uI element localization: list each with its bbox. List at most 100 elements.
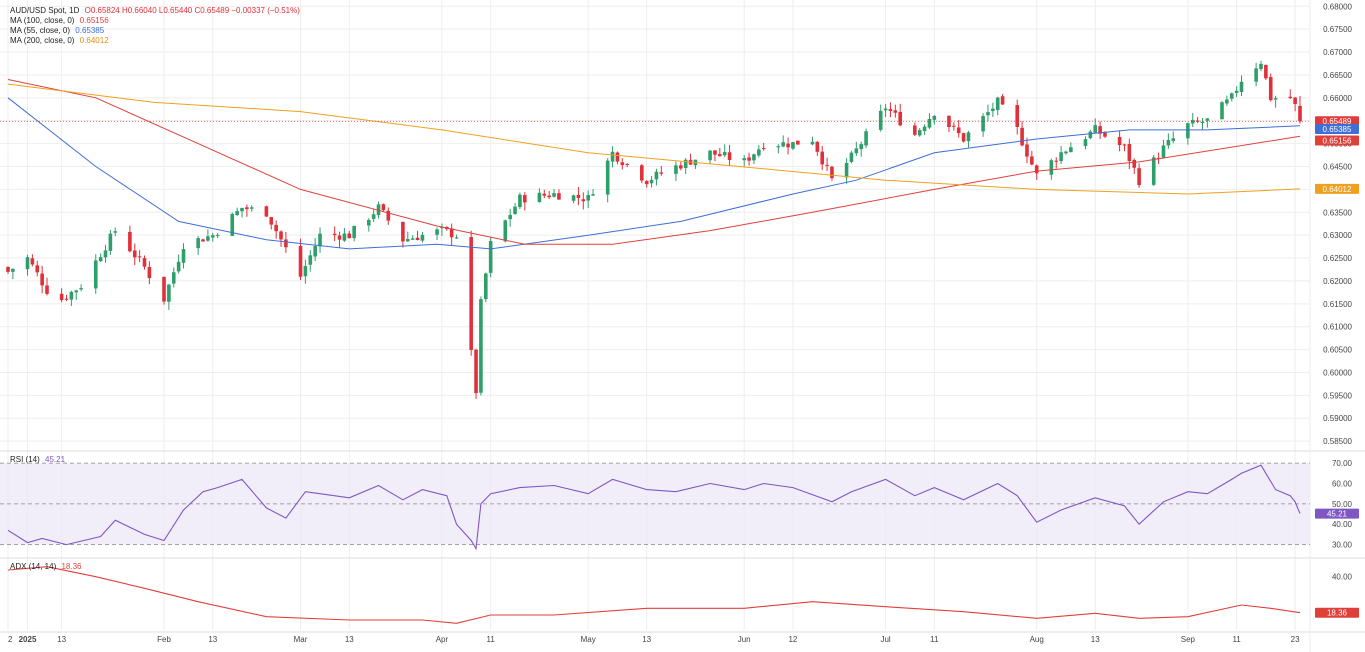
legend-ma55: MA (55, close, 0) 0.65385 xyxy=(10,26,104,36)
candle-body xyxy=(1268,77,1273,101)
candle-body xyxy=(830,166,834,179)
ma55-line xyxy=(7,97,1301,250)
candle-body xyxy=(279,231,283,240)
legend-ma100-label: MA (100, close, 0) xyxy=(10,16,75,25)
candle-body xyxy=(1034,165,1039,174)
date-tick-label: 11 xyxy=(930,635,939,644)
candle-body xyxy=(859,144,864,150)
candle-body xyxy=(405,239,410,242)
legend-rsi-label: RSI (14) xyxy=(10,455,40,464)
legend-ma100: MA (100, close, 0) 0.65156 xyxy=(10,16,109,26)
candle-body xyxy=(59,293,64,301)
candle-body xyxy=(844,163,849,178)
candle-body xyxy=(1151,157,1156,185)
price-badge-ma200: 0.64012 xyxy=(1323,185,1352,194)
candle-body xyxy=(35,265,40,273)
date-tick-label: May xyxy=(581,635,596,644)
candle-body xyxy=(435,229,439,235)
candle-body xyxy=(708,150,712,161)
candle-body xyxy=(552,193,556,197)
date-tick-label: Apr xyxy=(436,635,449,644)
candle-body xyxy=(581,199,586,202)
candle-body xyxy=(815,141,820,152)
candle-body xyxy=(454,237,459,239)
price-tick-label: 0.62500 xyxy=(1323,254,1352,263)
candle-body xyxy=(878,110,883,130)
candle-body xyxy=(932,115,937,120)
candle-body xyxy=(230,213,235,236)
candle-body xyxy=(922,126,927,132)
candle-body xyxy=(986,112,990,116)
candle-body xyxy=(113,231,118,233)
candle-body xyxy=(849,152,854,162)
candle-body xyxy=(25,257,30,270)
candle-body xyxy=(791,142,795,149)
adx-line xyxy=(7,566,1301,624)
candle-body xyxy=(11,268,15,272)
candle-body xyxy=(747,157,751,161)
price-tick-label: 0.62000 xyxy=(1323,277,1352,286)
candle-body xyxy=(284,239,288,248)
candle-body xyxy=(513,206,517,215)
legend-ma55-label: MA (55, close, 0) xyxy=(10,26,71,35)
date-tick-label: Jul xyxy=(880,635,890,644)
adx-badge-bg xyxy=(1315,607,1359,618)
candle-body xyxy=(318,233,322,247)
date-tick-label: 2 xyxy=(8,635,13,644)
candle-body xyxy=(757,149,761,156)
candle-body xyxy=(342,233,347,241)
candle-body xyxy=(132,250,137,258)
price-tick-label: 0.59500 xyxy=(1323,391,1352,400)
rsi-tick-label: 30.00 xyxy=(1332,541,1353,550)
date-tick-label: 13 xyxy=(1091,635,1100,644)
candle-body xyxy=(761,148,766,150)
candle-body xyxy=(128,231,132,252)
candle-body xyxy=(40,273,44,286)
candle-body xyxy=(610,151,615,162)
candle-body xyxy=(981,115,985,132)
candle-body xyxy=(1025,144,1029,157)
date-tick-label: 13 xyxy=(345,635,354,644)
candle-body xyxy=(523,195,527,203)
candle-body xyxy=(1049,160,1054,175)
candle-body xyxy=(1186,123,1190,139)
candle-body xyxy=(30,258,35,265)
date-tick-label: Aug xyxy=(1030,635,1044,644)
candle-body xyxy=(620,162,625,166)
price-badge-last-bg xyxy=(1315,116,1359,127)
candle-body xyxy=(991,108,995,112)
legend-ohlc-values: O0.65824 H0.66040 L0.65440 C0.65489 −0.0… xyxy=(84,6,300,15)
candle-body xyxy=(786,143,790,148)
candle-body xyxy=(420,234,425,241)
legend-ohlc: AUD/USD Spot, 1D O0.65824 H0.66040 L0.65… xyxy=(10,6,300,16)
candle-body xyxy=(469,237,473,350)
candle-body xyxy=(69,291,74,300)
candle-body xyxy=(810,141,815,145)
price-tick-label: 0.59000 xyxy=(1323,414,1352,423)
candle-body xyxy=(547,195,551,198)
legend-adx-value: 18.36 xyxy=(61,562,82,571)
price-tick-label: 0.60000 xyxy=(1323,368,1352,377)
rsi-tick-label: 60.00 xyxy=(1332,480,1353,489)
candle-body xyxy=(167,284,171,302)
candle-body xyxy=(571,195,576,201)
candle-body xyxy=(591,194,595,196)
price-tick-label: 0.66000 xyxy=(1323,94,1352,103)
price-tick-label: 0.68000 xyxy=(1323,2,1352,11)
candle-body xyxy=(371,214,376,219)
candle-body xyxy=(74,290,79,293)
candle-body xyxy=(1059,152,1063,162)
candle-body xyxy=(352,225,356,239)
candle-body xyxy=(1161,145,1166,158)
candle-body xyxy=(147,266,152,279)
candle-body xyxy=(542,193,547,196)
candle-body xyxy=(727,152,732,160)
candle-body xyxy=(640,165,644,181)
legend-ma200-value: 0.64012 xyxy=(79,36,109,45)
legend-ma55-value: 0.65385 xyxy=(75,26,105,35)
legend-adx-label: ADX (14, 14) xyxy=(10,562,57,571)
price-tick-label: 0.63000 xyxy=(1323,231,1352,240)
candle-body xyxy=(210,235,215,238)
candle-body xyxy=(1137,168,1141,186)
candle-body xyxy=(679,165,683,169)
